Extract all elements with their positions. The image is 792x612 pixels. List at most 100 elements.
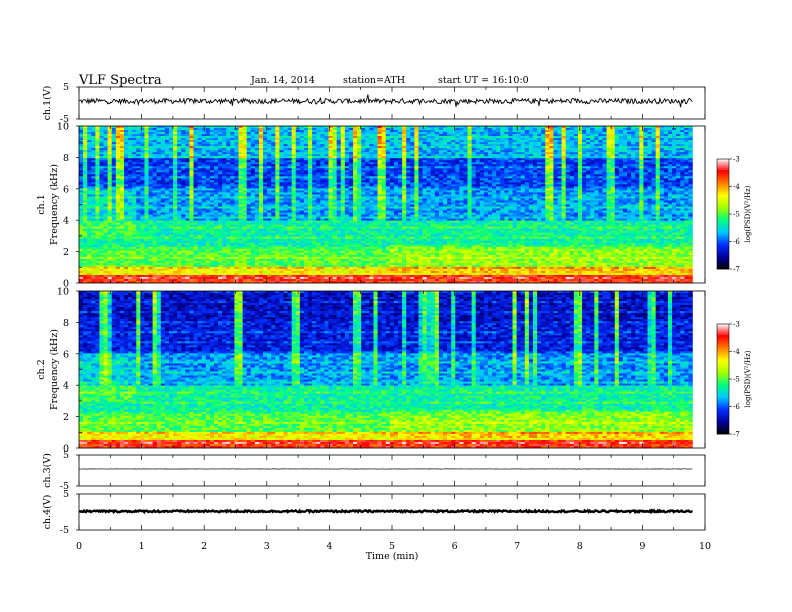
- spectrogram-cell: [647, 180, 652, 183]
- spectrogram-cell: [140, 162, 145, 165]
- spectrogram-cell: [422, 162, 427, 165]
- spectrogram-cell: [136, 178, 141, 181]
- spectrogram-cell: [201, 138, 207, 141]
- spectrogram-cell: [655, 178, 661, 181]
- spectrogram-cell: [475, 136, 481, 139]
- spectrogram-cell: [582, 136, 587, 139]
- spectrogram-cell: [308, 168, 313, 171]
- spectrogram-cell: [295, 170, 301, 173]
- spectrogram-cell: [193, 144, 198, 147]
- spectrogram-cell: [598, 174, 603, 177]
- spectrogram-cell: [447, 166, 452, 169]
- spectrogram-cell: [258, 186, 264, 189]
- spectrogram-cell: [463, 190, 468, 193]
- spectrogram-cell: [610, 132, 616, 135]
- spectrogram-cell: [549, 178, 554, 181]
- spectrogram-cell: [328, 132, 333, 135]
- spectrogram-cell: [496, 162, 501, 165]
- spectrogram-cell: [667, 142, 673, 145]
- spectrogram-cell: [357, 152, 362, 155]
- spectrogram-cell: [173, 158, 178, 161]
- spectrogram-cell: [119, 170, 125, 173]
- spectrogram-cell: [258, 156, 264, 159]
- spectrogram-cell: [168, 176, 174, 179]
- spectrogram-cell: [95, 178, 100, 181]
- spectrogram-cell: [144, 158, 149, 161]
- spectrogram-cell: [528, 188, 534, 191]
- spectrogram-cell: [537, 166, 542, 169]
- spectrogram-cell: [492, 158, 497, 161]
- spectrogram-cell: [483, 158, 489, 161]
- spectrogram-cell: [459, 144, 464, 147]
- spectrogram-cell: [242, 156, 247, 159]
- spectrogram-cell: [226, 186, 231, 189]
- spectrogram-cell: [598, 146, 603, 149]
- spectrogram-cell: [156, 182, 162, 185]
- spectrogram-cell: [496, 184, 501, 187]
- spectrogram-cell: [606, 160, 611, 163]
- spectrogram-cell: [618, 132, 624, 135]
- spectrogram-cell: [287, 190, 292, 193]
- spectrogram-cell: [201, 184, 207, 187]
- spectrogram-cell: [561, 138, 566, 141]
- spectrogram-cell: [340, 146, 346, 149]
- spectrogram-cell: [524, 160, 530, 163]
- spectrogram-cell: [148, 184, 153, 187]
- spectrogram-cell: [422, 128, 427, 131]
- spectrogram-cell: [561, 160, 566, 163]
- spectrogram-cell: [336, 160, 342, 163]
- spectrogram-cell: [279, 178, 284, 181]
- spectrogram-cell: [267, 134, 272, 137]
- spectrogram-cell: [590, 156, 595, 159]
- spectrogram-cell: [95, 134, 100, 137]
- spectrogram-cell: [83, 186, 88, 189]
- spectrogram-cell: [577, 126, 583, 129]
- spectrogram-cell: [614, 138, 620, 141]
- spectrogram-cell: [655, 170, 661, 173]
- spectrogram-cell: [651, 176, 656, 179]
- spectrogram-cell: [635, 150, 640, 153]
- spectrogram-cell: [573, 180, 579, 183]
- spectrogram-cell: [676, 136, 681, 139]
- spectrogram-cell: [308, 158, 313, 161]
- spectrogram-cell: [119, 156, 125, 159]
- spectrogram-cell: [181, 136, 186, 139]
- spectrogram-cell: [328, 166, 333, 169]
- spectrogram-cell: [87, 186, 92, 189]
- spectrogram-cell: [447, 144, 452, 147]
- spectrogram-cell: [520, 160, 526, 163]
- spectrogram-cell: [520, 154, 526, 157]
- spectrogram-cell: [672, 160, 677, 163]
- spectrogram-cell: [606, 148, 611, 151]
- spectrogram-cell: [308, 160, 313, 163]
- spectrogram-cell: [487, 126, 493, 129]
- spectrogram-cell: [422, 174, 427, 177]
- spectrogram-cell: [672, 178, 677, 181]
- spectrogram-cell: [348, 184, 354, 187]
- spectrogram-cell: [512, 128, 517, 131]
- spectrogram-cell: [647, 158, 652, 161]
- spectrogram-cell: [377, 142, 382, 145]
- spectrogram-cell: [606, 170, 611, 173]
- spectrogram-cell: [344, 184, 350, 187]
- spectrogram-cell: [569, 164, 575, 167]
- spectrogram-cell: [254, 156, 260, 159]
- spectrogram-cell: [487, 170, 493, 173]
- spectrogram-cell: [95, 190, 100, 193]
- spectrogram-cell: [258, 138, 264, 141]
- spectrogram-cell: [230, 146, 235, 149]
- spectrogram-cell: [279, 158, 284, 161]
- spectrogram-cell: [377, 140, 382, 143]
- spectrogram-cell: [369, 172, 374, 175]
- spectrogram-cell: [385, 142, 391, 145]
- spectrogram-cell: [263, 132, 268, 135]
- spectrogram-cell: [639, 160, 644, 163]
- spectrogram-cell: [414, 172, 419, 175]
- spectrogram-cell: [483, 180, 489, 183]
- spectrogram-cell: [164, 174, 170, 177]
- spectrogram-cell: [348, 172, 354, 175]
- spectrogram-cell: [475, 128, 481, 131]
- spectrogram-cell: [160, 164, 166, 167]
- spectrogram-cell: [361, 188, 366, 191]
- spectrogram-cell: [459, 134, 464, 137]
